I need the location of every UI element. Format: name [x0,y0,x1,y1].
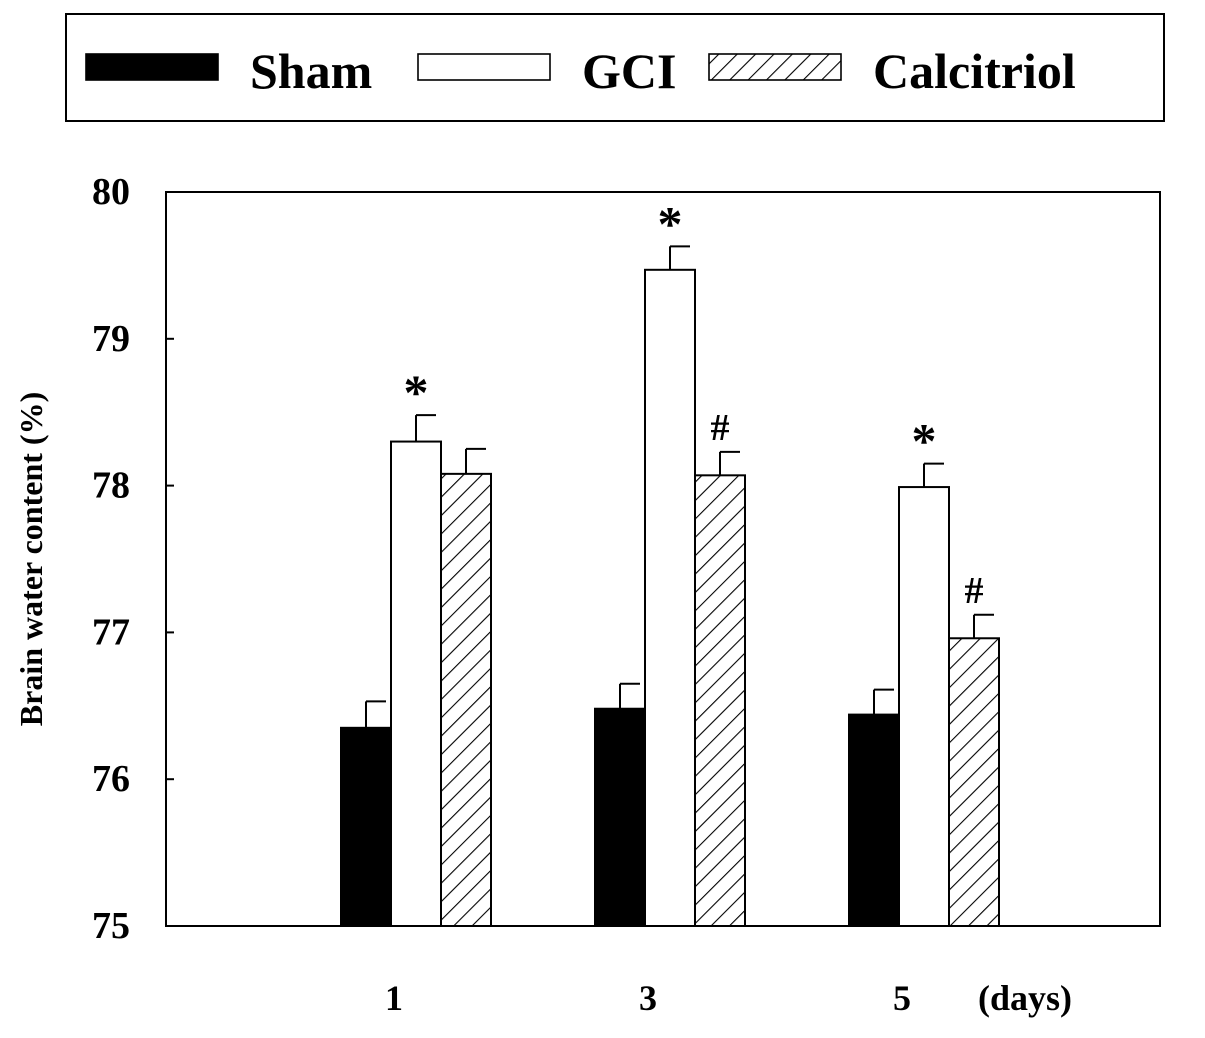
significance-mark-gci-day-1: * [404,364,429,420]
legend-swatch-sham [85,53,219,81]
legend-swatch-gci [417,53,551,81]
bar-calcitriol-day-3 [694,474,746,927]
y-axis: 75 76 77 78 79 80 [92,171,174,947]
x-tick-label: 3 [639,978,657,1018]
legend-swatch-calcitriol [708,53,842,81]
x-axis: 1 3 5 [385,918,925,1018]
significance-mark-gci-day-5: * [912,413,937,469]
y-tick-label: 80 [92,171,130,213]
bars: * * # * # [340,195,1000,928]
bar-gci-day-5 [898,486,950,927]
significance-mark-gci-day-3: * [658,195,683,251]
bar-sham-day-5 [848,713,900,927]
legend-label-sham: Sham [250,43,372,99]
y-tick-label: 77 [92,611,130,653]
legend: Sham GCI Calcitriol [85,43,1076,99]
y-tick-label: 75 [92,905,130,947]
significance-mark-calcitriol-day-3: # [711,407,730,449]
bar-calcitriol-day-5 [948,637,1000,927]
y-tick-label: 78 [92,465,130,507]
bar-calcitriol-day-1 [440,472,492,927]
y-tick-label: 76 [92,758,130,800]
bar-sham-day-3 [594,707,646,928]
legend-label-calcitriol: Calcitriol [873,43,1076,99]
significance-mark-calcitriol-day-5: # [965,570,984,612]
y-axis-label: Brain water content (%) [13,392,49,726]
x-tick-label: 5 [893,978,911,1018]
x-tick-label: 1 [385,978,403,1018]
bar-gci-day-1 [390,440,442,927]
bar-gci-day-3 [644,268,696,927]
legend-box [65,13,1165,122]
legend-label-gci: GCI [582,43,676,99]
bar-sham-day-1 [340,726,392,927]
y-tick-label: 79 [92,318,130,360]
x-axis-unit-label: (days) [978,978,1072,1018]
